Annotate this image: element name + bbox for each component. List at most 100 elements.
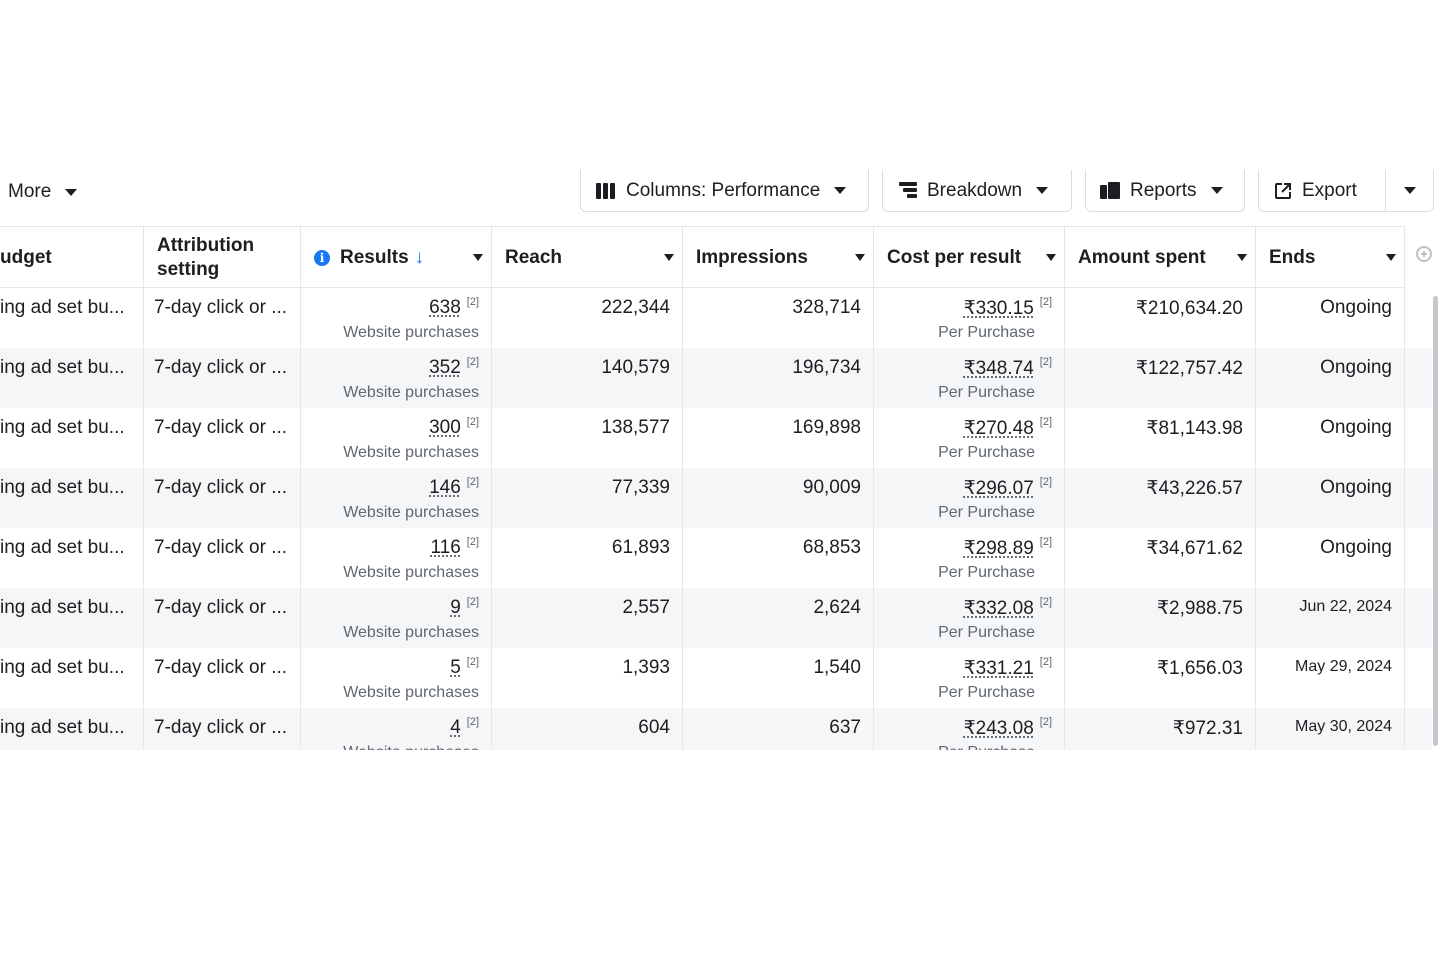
results-value[interactable]: 146 <box>429 477 461 498</box>
cost-per-result-cell: ₹331.21 [2] Per Purchase <box>874 648 1065 708</box>
table-row[interactable]: ing ad set bu... 7-day click or ... 638 [… <box>0 288 1432 348</box>
reach-value: 222,344 <box>601 297 670 318</box>
table-row[interactable]: ing ad set bu... 7-day click or ... 352 [… <box>0 348 1432 408</box>
amount-spent-cell: ₹122,757.42 <box>1065 348 1256 408</box>
reach-value: 77,339 <box>611 477 670 498</box>
attribution-value: 7-day click or ... <box>154 297 288 318</box>
amount-spent-cell: ₹972.31 <box>1065 708 1256 750</box>
amount-spent-value: ₹43,226.57 <box>1146 478 1243 499</box>
cost-value[interactable]: ₹348.74 <box>963 358 1034 379</box>
reach-value: 2,557 <box>622 597 670 618</box>
cost-value[interactable]: ₹332.08 <box>963 598 1034 619</box>
results-subtitle: Website purchases <box>343 504 479 521</box>
cost-value[interactable]: ₹243.08 <box>963 718 1034 739</box>
table-row[interactable]: ing ad set bu... 7-day click or ... 300 [… <box>0 408 1432 468</box>
budget-value: ing ad set bu... <box>0 417 125 438</box>
results-subtitle: Website purchases <box>343 444 479 461</box>
cost-subtitle: Per Purchase <box>938 444 1035 461</box>
results-subtitle: Website purchases <box>343 324 479 341</box>
reach-cell: 61,893 <box>492 528 683 588</box>
chevron-down-icon[interactable] <box>1386 254 1396 261</box>
chevron-down-icon[interactable] <box>1237 254 1247 261</box>
ends-value: Ongoing <box>1320 297 1392 318</box>
header-budget[interactable]: udget <box>0 227 144 288</box>
more-button[interactable]: More <box>8 170 78 214</box>
reach-cell: 140,579 <box>492 348 683 408</box>
footnote-mark: [2] <box>466 596 479 608</box>
cost-value[interactable]: ₹270.48 <box>963 418 1034 439</box>
results-cell: 4 [2] Website purchases <box>301 708 492 750</box>
columns-button[interactable]: Columns: Performance <box>580 170 869 212</box>
table-row[interactable]: ing ad set bu... 7-day click or ... 4 [2]… <box>0 708 1432 750</box>
export-button[interactable]: Export <box>1258 170 1434 212</box>
chevron-down-icon[interactable] <box>855 254 865 261</box>
table-row[interactable]: ing ad set bu... 7-day click or ... 146 [… <box>0 468 1432 528</box>
cost-value[interactable]: ₹296.07 <box>963 478 1034 499</box>
breakdown-button[interactable]: Breakdown <box>882 170 1072 212</box>
reach-cell: 77,339 <box>492 468 683 528</box>
attribution-value: 7-day click or ... <box>154 477 288 498</box>
reach-cell: 604 <box>492 708 683 750</box>
reports-button[interactable]: Reports <box>1085 170 1245 212</box>
vertical-scrollbar[interactable] <box>1433 296 1438 746</box>
sort-descending-icon[interactable]: ↓ <box>414 246 425 268</box>
header-impressions[interactable]: Impressions <box>683 227 874 288</box>
footnote-mark: [2] <box>1039 536 1052 548</box>
header-reach[interactable]: Reach <box>492 227 683 288</box>
impressions-value: 90,009 <box>802 477 861 498</box>
results-value[interactable]: 4 <box>450 717 461 738</box>
ends-cell: Ongoing <box>1256 468 1405 528</box>
header-ends[interactable]: Ends <box>1256 227 1405 288</box>
info-icon[interactable]: i <box>314 249 330 266</box>
cost-subtitle: Per Purchase <box>938 624 1035 641</box>
columns-label: Columns: Performance <box>626 179 821 201</box>
results-value[interactable]: 9 <box>450 597 461 618</box>
table-row[interactable]: ing ad set bu... 7-day click or ... 5 [2]… <box>0 648 1432 708</box>
attribution-value: 7-day click or ... <box>154 357 288 378</box>
header-cost-per-result[interactable]: Cost per result <box>874 227 1065 288</box>
results-cell: 638 [2] Website purchases <box>301 288 492 348</box>
cost-value[interactable]: ₹330.15 <box>963 298 1034 319</box>
amount-spent-cell: ₹43,226.57 <box>1065 468 1256 528</box>
reach-cell: 138,577 <box>492 408 683 468</box>
footnote-mark: [2] <box>1039 296 1052 308</box>
chevron-down-icon[interactable] <box>473 254 483 261</box>
results-value[interactable]: 638 <box>429 297 461 318</box>
cost-value[interactable]: ₹331.21 <box>963 658 1034 679</box>
results-cell: 5 [2] Website purchases <box>301 648 492 708</box>
cost-value[interactable]: ₹298.89 <box>963 538 1034 559</box>
budget-value: ing ad set bu... <box>0 477 125 498</box>
header-amount-spent[interactable]: Amount spent <box>1065 227 1256 288</box>
budget-value: ing ad set bu... <box>0 357 125 378</box>
budget-cell: ing ad set bu... <box>0 468 144 528</box>
header-results[interactable]: i Results ↓ <box>301 227 492 288</box>
footnote-mark: [2] <box>466 656 479 668</box>
results-value[interactable]: 352 <box>429 357 461 378</box>
reach-value: 604 <box>638 717 670 738</box>
impressions-value: 68,853 <box>802 537 861 558</box>
results-cell: 300 [2] Website purchases <box>301 408 492 468</box>
amount-spent-value: ₹1,656.03 <box>1156 658 1243 679</box>
table-row[interactable]: ing ad set bu... 7-day click or ... 9 [2]… <box>0 588 1432 648</box>
attribution-value: 7-day click or ... <box>154 537 288 558</box>
impressions-cell: 196,734 <box>683 348 874 408</box>
export-options-chevron-icon[interactable] <box>1404 187 1416 194</box>
header-attribution-setting[interactable]: Attribution setting <box>144 227 301 288</box>
cost-subtitle: Per Purchase <box>938 324 1035 341</box>
budget-cell: ing ad set bu... <box>0 648 144 708</box>
ends-cell: May 30, 2024 <box>1256 708 1405 750</box>
table-row[interactable]: ing ad set bu... 7-day click or ... 116 [… <box>0 528 1432 588</box>
results-value[interactable]: 5 <box>450 657 461 678</box>
add-column-icon[interactable] <box>1416 246 1432 262</box>
amount-spent-value: ₹210,634.20 <box>1135 298 1243 319</box>
chevron-down-icon[interactable] <box>1046 254 1056 261</box>
cost-per-result-cell: ₹348.74 [2] Per Purchase <box>874 348 1065 408</box>
results-value[interactable]: 300 <box>429 417 461 438</box>
budget-cell: ing ad set bu... <box>0 708 144 750</box>
budget-value: ing ad set bu... <box>0 657 125 678</box>
impressions-cell: 1,540 <box>683 648 874 708</box>
results-value[interactable]: 116 <box>430 537 461 558</box>
chevron-down-icon[interactable] <box>664 254 674 261</box>
more-label: More <box>8 181 52 202</box>
